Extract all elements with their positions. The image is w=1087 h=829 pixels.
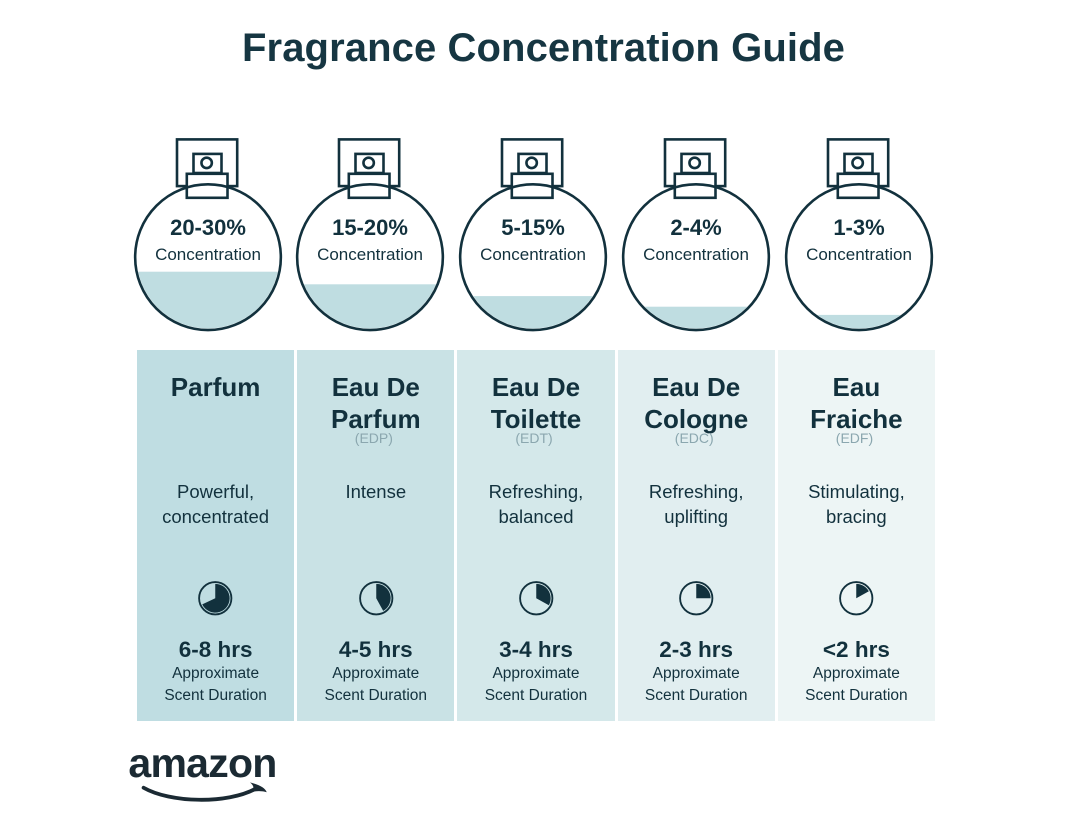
svg-text:Concentration: Concentration — [317, 245, 423, 264]
svg-text:amazon: amazon — [128, 740, 276, 786]
svg-text:15-20%: 15-20% — [332, 215, 408, 240]
svg-text:Concentration: Concentration — [643, 245, 749, 264]
svg-text:5-15%: 5-15% — [501, 215, 565, 240]
svg-text:Concentration: Concentration — [155, 245, 261, 264]
svg-text:Concentration: Concentration — [480, 245, 586, 264]
svg-text:1-3%: 1-3% — [833, 215, 884, 240]
svg-text:20-30%: 20-30% — [170, 215, 246, 240]
svg-text:2-4%: 2-4% — [670, 215, 721, 240]
svg-text:Concentration: Concentration — [806, 245, 912, 264]
